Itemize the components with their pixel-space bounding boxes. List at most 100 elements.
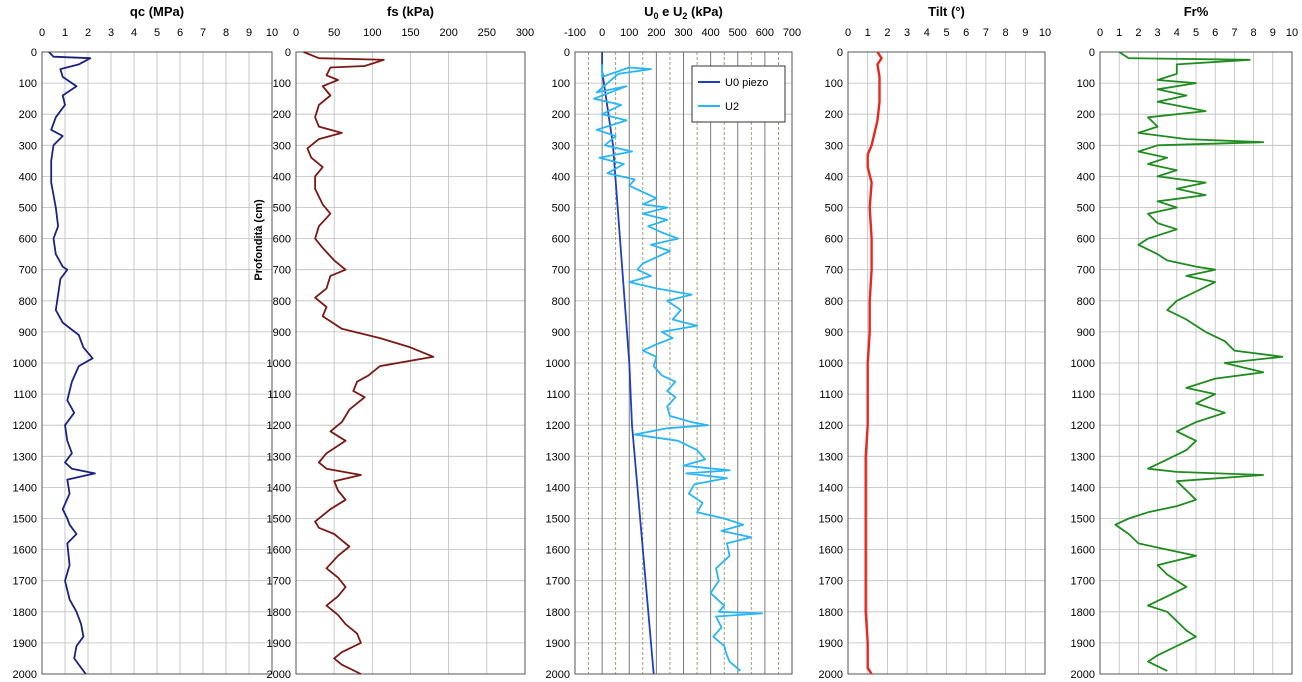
y-tick-label: 1200 xyxy=(546,420,570,432)
y-tick-label: 1000 xyxy=(819,358,843,370)
x-tick-label: 9 xyxy=(1022,27,1028,39)
y-tick-label: 1900 xyxy=(1071,638,1095,650)
y-tick-label: 0 xyxy=(31,47,37,59)
y-tick-label: 1000 xyxy=(546,358,570,370)
plot-frame-1 xyxy=(295,51,526,675)
y-tick-label: 1900 xyxy=(267,638,291,650)
y-tick-label: 1800 xyxy=(819,607,843,619)
x-tick-label: 5 xyxy=(943,27,949,39)
y-tick-label: 100 xyxy=(273,78,291,90)
x-tick-label: 8 xyxy=(1003,27,1009,39)
y-tick-label: 1100 xyxy=(267,389,291,401)
plot-frame-2 xyxy=(574,51,793,675)
x-tick-label: 400 xyxy=(701,27,719,39)
x-tick-label: 100 xyxy=(363,27,381,39)
y-tick-label: 1300 xyxy=(13,451,37,463)
x-tick-label: 7 xyxy=(200,27,206,39)
y-tick-label: 300 xyxy=(552,140,570,152)
x-tick-label: 4 xyxy=(131,27,137,39)
x-tick-label: 5 xyxy=(1193,27,1199,39)
y-tick-label: 1900 xyxy=(819,638,843,650)
y-tick-label: 1600 xyxy=(819,545,843,557)
y-tick-label: 1900 xyxy=(546,638,570,650)
x-tick-label: 8 xyxy=(223,27,229,39)
y-tick-label: 200 xyxy=(273,109,291,121)
series-line-u2 xyxy=(593,64,764,672)
y-tick-label: 1000 xyxy=(1071,358,1095,370)
y-tick-label: 1600 xyxy=(267,545,291,557)
y-tick-label: 1400 xyxy=(267,482,291,494)
y-tick-label: 400 xyxy=(1077,171,1095,183)
x-tick-label: 200 xyxy=(439,27,457,39)
x-tick-label: 4 xyxy=(924,27,930,39)
y-tick-label: 0 xyxy=(1089,47,1095,59)
y-tick-label: 700 xyxy=(825,265,843,277)
chart-title-4: Fr% xyxy=(1184,4,1209,19)
y-tick-label: 2000 xyxy=(13,669,37,681)
y-tick-label: 0 xyxy=(837,47,843,59)
y-tick-label: 600 xyxy=(273,234,291,246)
y-tick-label: 1200 xyxy=(819,420,843,432)
y-tick-label: 1600 xyxy=(13,545,37,557)
y-tick-label: 900 xyxy=(1077,327,1095,339)
legend-box xyxy=(691,65,786,123)
legend-label: U2 xyxy=(725,101,739,113)
y-tick-label: 1500 xyxy=(267,514,291,526)
x-tick-label: 2 xyxy=(1135,27,1141,39)
y-tick-label: 700 xyxy=(1077,265,1095,277)
y-tick-label: 1800 xyxy=(267,607,291,619)
x-tick-label: 200 xyxy=(647,27,665,39)
y-tick-label: 1700 xyxy=(267,576,291,588)
y-tick-label: 400 xyxy=(273,171,291,183)
y-tick-label: 2000 xyxy=(546,669,570,681)
y-tick-label: 1800 xyxy=(1071,607,1095,619)
y-tick-label: 700 xyxy=(552,265,570,277)
y-tick-label: 100 xyxy=(1077,78,1095,90)
y-tick-label: 900 xyxy=(552,327,570,339)
y-tick-label: 500 xyxy=(19,203,37,215)
y-tick-label: 300 xyxy=(825,140,843,152)
x-tick-label: 2 xyxy=(884,27,890,39)
x-tick-label: 3 xyxy=(1155,27,1161,39)
x-tick-label: 10 xyxy=(266,27,278,39)
x-tick-label: 0 xyxy=(845,27,851,39)
y-tick-label: 200 xyxy=(19,109,37,121)
y-tick-label: 2000 xyxy=(267,669,291,681)
y-tick-label: 1900 xyxy=(13,638,37,650)
x-tick-label: 3 xyxy=(108,27,114,39)
x-tick-label: 2 xyxy=(85,27,91,39)
x-tick-label: 300 xyxy=(516,27,534,39)
series-line-qc xyxy=(48,51,96,675)
y-tick-label: 800 xyxy=(19,296,37,308)
y-tick-label: 300 xyxy=(273,140,291,152)
y-tick-label: 400 xyxy=(825,171,843,183)
x-tick-label: 4 xyxy=(1174,27,1180,39)
y-tick-label: 1800 xyxy=(546,607,570,619)
y-tick-label: 200 xyxy=(825,109,843,121)
x-tick-label: 7 xyxy=(1231,27,1237,39)
y-tick-label: 1200 xyxy=(1071,420,1095,432)
y-tick-label: 1700 xyxy=(819,576,843,588)
x-tick-label: 1 xyxy=(1116,27,1122,39)
y-tick-label: 700 xyxy=(19,265,37,277)
y-tick-label: 800 xyxy=(273,296,291,308)
y-tick-label: 1300 xyxy=(267,451,291,463)
y-tick-label: 1500 xyxy=(13,514,37,526)
y-tick-label: 1800 xyxy=(13,607,37,619)
y-axis-label: Profondità (cm) xyxy=(253,199,265,281)
plot-frame-3 xyxy=(847,51,1046,675)
y-tick-label: 200 xyxy=(552,109,570,121)
x-tick-label: 250 xyxy=(478,27,496,39)
y-tick-label: 1200 xyxy=(13,420,37,432)
x-tick-label: 50 xyxy=(328,27,340,39)
y-tick-label: 900 xyxy=(19,327,37,339)
x-tick-label: 0 xyxy=(293,27,299,39)
y-tick-label: 500 xyxy=(825,203,843,215)
y-tick-label: 1100 xyxy=(1071,389,1095,401)
y-tick-label: 300 xyxy=(1077,140,1095,152)
y-tick-label: 1700 xyxy=(546,576,570,588)
y-tick-label: 500 xyxy=(1077,203,1095,215)
y-tick-label: 400 xyxy=(19,171,37,183)
x-tick-label: 0 xyxy=(599,27,605,39)
y-tick-label: 1400 xyxy=(546,482,570,494)
